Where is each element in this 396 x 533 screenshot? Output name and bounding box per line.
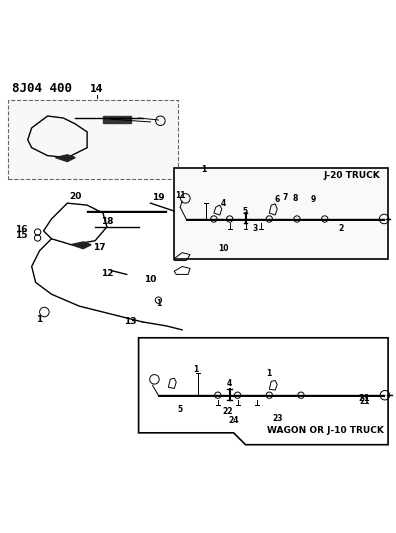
Text: 1: 1 [36,315,43,324]
Text: 21: 21 [360,397,370,406]
Polygon shape [71,242,91,249]
Text: 3: 3 [253,224,258,233]
Text: 1: 1 [156,299,161,308]
Text: 22: 22 [223,407,233,416]
Text: 5: 5 [178,406,183,414]
Text: 2: 2 [338,223,343,232]
Text: 23: 23 [272,415,282,423]
FancyBboxPatch shape [174,167,388,259]
Text: 20: 20 [69,192,82,201]
Text: 21: 21 [358,394,370,403]
Text: J-20 TRUCK: J-20 TRUCK [324,171,380,180]
Text: 6: 6 [274,196,280,205]
Text: 16: 16 [15,225,28,234]
Text: 7: 7 [282,193,288,201]
Text: 19: 19 [152,193,165,203]
Text: 4: 4 [221,199,227,208]
FancyBboxPatch shape [8,100,178,180]
Text: 15: 15 [15,231,28,240]
Text: 8: 8 [292,194,298,203]
Bar [103,116,131,123]
Text: 10: 10 [219,244,229,253]
Text: 1: 1 [201,165,207,174]
Text: 13: 13 [124,317,137,326]
Text: 14: 14 [90,84,104,94]
Text: 24: 24 [228,416,239,425]
Polygon shape [55,155,75,161]
Text: 4: 4 [227,379,232,388]
Text: 18: 18 [101,217,113,226]
Text: 1: 1 [267,369,272,378]
Text: 8J04 400: 8J04 400 [12,83,72,95]
Text: 5: 5 [243,207,248,215]
Text: 17: 17 [93,243,106,252]
Text: 10: 10 [144,276,157,284]
Text: 11: 11 [175,191,185,200]
Text: 12: 12 [101,269,113,278]
Text: 9: 9 [310,196,316,205]
Text: WAGON OR J-10 TRUCK: WAGON OR J-10 TRUCK [267,426,384,435]
Text: 1: 1 [193,365,199,374]
